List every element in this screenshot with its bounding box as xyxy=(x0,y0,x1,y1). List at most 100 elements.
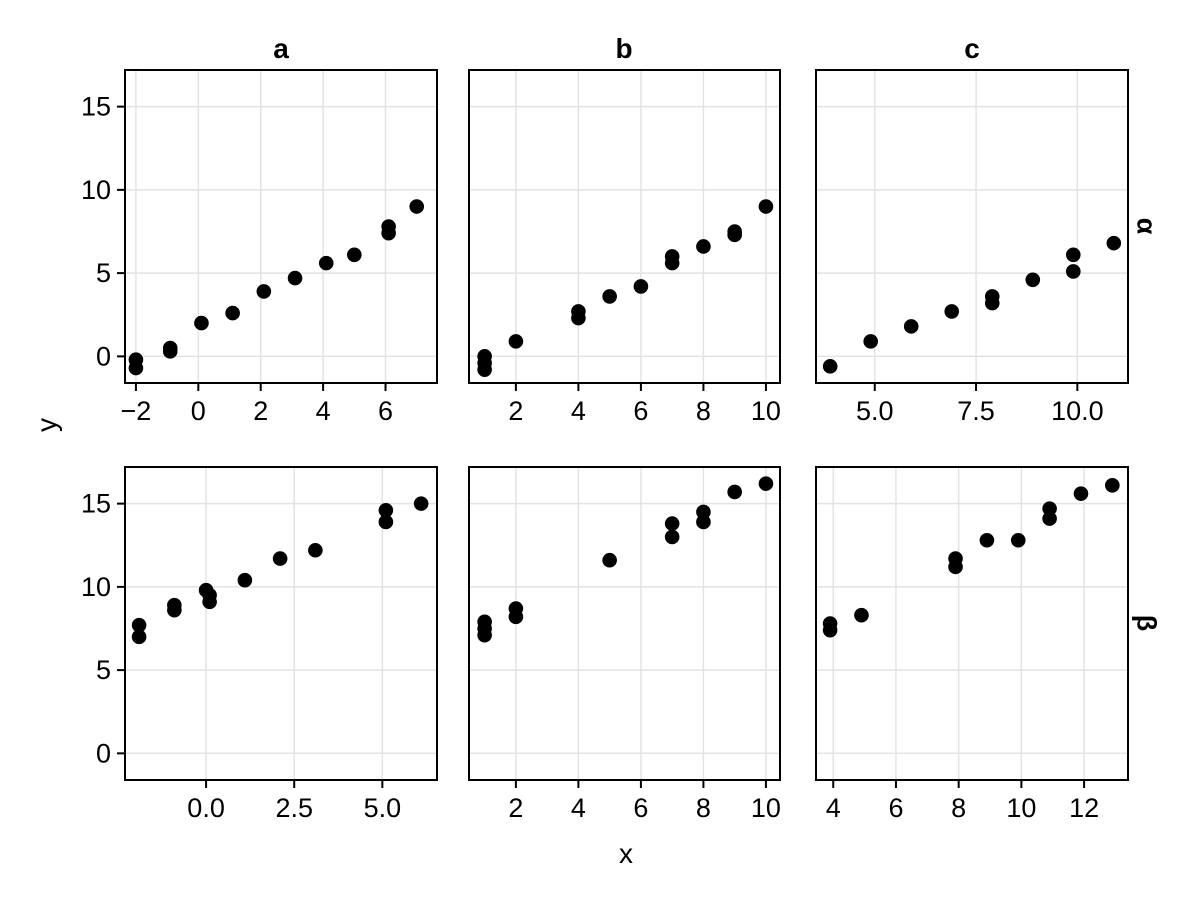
facet-col-title-b: b xyxy=(615,33,633,64)
data-point xyxy=(378,502,394,518)
x-axis-tick-label: 6 xyxy=(633,396,648,426)
facet-col-title-c: c xyxy=(964,33,980,64)
x-axis-tick-label: 4 xyxy=(316,396,331,426)
data-point xyxy=(347,247,362,263)
data-point xyxy=(758,476,774,491)
data-point xyxy=(602,552,617,568)
data-point xyxy=(633,279,649,294)
data-point xyxy=(696,514,711,530)
data-point xyxy=(131,629,147,645)
x-axis-tick-label: 6 xyxy=(633,793,648,823)
data-point xyxy=(696,239,711,254)
data-point xyxy=(903,319,919,334)
data-point xyxy=(854,607,869,623)
x-axis-tick-label: 6 xyxy=(378,396,393,426)
data-point xyxy=(1025,272,1041,288)
panel-background xyxy=(469,467,780,780)
x-axis-tick-label: 2 xyxy=(508,396,523,426)
data-point xyxy=(664,255,680,271)
data-point xyxy=(1010,532,1026,548)
x-axis-tick-label: 10 xyxy=(1006,793,1036,823)
x-axis-tick-label: 4 xyxy=(571,396,586,426)
x-axis-tick-label: 2 xyxy=(253,396,268,426)
data-point xyxy=(237,572,253,588)
data-point xyxy=(1065,264,1081,279)
y-axis-tick-label: 5 xyxy=(96,258,111,288)
facet-row-title-beta: β xyxy=(1131,614,1162,632)
data-point xyxy=(202,594,217,610)
panel-border xyxy=(124,466,438,781)
data-point xyxy=(979,532,995,548)
panel-background xyxy=(469,70,780,383)
facet-col-title-a: a xyxy=(273,33,289,64)
y-axis-tick-label: 10 xyxy=(81,175,111,205)
x-axis-tick-label: 5.0 xyxy=(364,793,402,823)
panel-border xyxy=(468,466,781,781)
data-point xyxy=(128,360,144,376)
x-axis-tick-label: 8 xyxy=(951,793,966,823)
data-point xyxy=(162,344,178,359)
data-point xyxy=(944,304,960,319)
x-axis-tick-label: 12 xyxy=(1069,793,1099,823)
y-axis-tick-label: 0 xyxy=(96,738,111,768)
y-axis-title: y xyxy=(31,418,62,432)
x-axis-tick-label: 2.5 xyxy=(275,793,313,823)
data-point xyxy=(256,284,272,299)
data-point xyxy=(1105,478,1120,493)
x-axis-tick-label: 2 xyxy=(508,793,523,823)
data-point xyxy=(272,551,288,566)
x-axis-tick-label: 7.5 xyxy=(957,396,995,426)
y-axis-tick-label: 10 xyxy=(81,572,111,602)
panel-border xyxy=(815,466,1129,781)
data-point xyxy=(318,255,334,271)
panel-border xyxy=(124,69,438,384)
x-axis-tick-label: 0.0 xyxy=(187,793,225,823)
data-point xyxy=(308,542,323,558)
y-axis-tick-label: 15 xyxy=(81,489,111,519)
data-point xyxy=(167,602,182,618)
panel-border xyxy=(468,69,781,384)
data-point xyxy=(822,622,838,638)
data-point xyxy=(1042,501,1057,516)
x-axis-tick-label: 5.0 xyxy=(856,396,894,426)
data-point xyxy=(131,617,147,633)
data-point xyxy=(508,334,524,349)
y-axis-tick-label: 5 xyxy=(96,655,111,685)
data-point xyxy=(1065,247,1081,263)
data-point xyxy=(378,514,394,530)
x-axis-tick-label: 6 xyxy=(888,793,903,823)
y-axis-tick-label: 15 xyxy=(81,92,111,122)
data-point xyxy=(822,359,838,374)
x-axis-tick-label: 10 xyxy=(751,396,781,426)
data-point xyxy=(477,362,492,377)
data-point xyxy=(602,289,617,304)
x-axis-tick-label: 8 xyxy=(696,793,711,823)
x-axis-title: x xyxy=(619,838,633,869)
data-point xyxy=(571,310,586,326)
data-point xyxy=(664,516,680,531)
data-point xyxy=(727,484,742,500)
y-axis-tick-label: 0 xyxy=(96,341,111,371)
data-point xyxy=(664,529,680,545)
x-axis-tick-label: 4 xyxy=(826,793,841,823)
x-axis-tick-label: 4 xyxy=(571,793,586,823)
x-axis-tick-label: 10.0 xyxy=(1051,396,1104,426)
data-point xyxy=(413,496,429,511)
data-point xyxy=(477,627,492,643)
data-point xyxy=(696,504,711,520)
x-axis-tick-label: 10 xyxy=(751,793,781,823)
data-point xyxy=(225,305,240,321)
data-point xyxy=(984,295,1000,311)
data-point xyxy=(863,334,879,349)
data-point xyxy=(381,225,396,241)
facet-row-title-alpha: α xyxy=(1131,217,1162,235)
data-point xyxy=(948,559,963,575)
data-point xyxy=(727,227,742,243)
data-point xyxy=(409,199,425,214)
panel-background xyxy=(816,70,1128,383)
panel-background xyxy=(816,467,1128,780)
data-point xyxy=(1042,511,1057,526)
data-point xyxy=(194,315,209,331)
